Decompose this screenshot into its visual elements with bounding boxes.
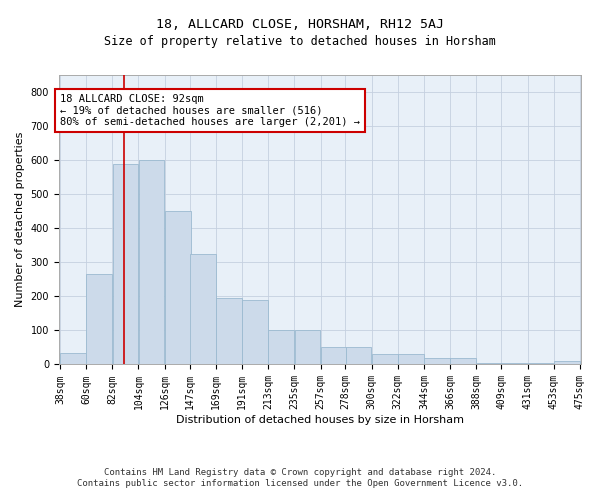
X-axis label: Distribution of detached houses by size in Horsham: Distribution of detached houses by size … bbox=[176, 415, 464, 425]
Bar bbox=[424, 358, 450, 364]
Bar bbox=[216, 298, 242, 364]
Bar bbox=[372, 354, 398, 364]
Bar bbox=[242, 300, 268, 364]
Bar bbox=[86, 274, 112, 364]
Bar bbox=[554, 361, 580, 364]
Bar bbox=[295, 330, 320, 364]
Bar bbox=[190, 254, 215, 364]
Bar bbox=[502, 363, 527, 364]
Bar bbox=[528, 363, 553, 364]
Bar bbox=[113, 164, 138, 364]
Bar bbox=[476, 363, 502, 364]
Bar bbox=[346, 348, 371, 364]
Bar bbox=[451, 358, 476, 364]
Y-axis label: Number of detached properties: Number of detached properties bbox=[15, 132, 25, 308]
Bar bbox=[398, 354, 424, 364]
Text: 18, ALLCARD CLOSE, HORSHAM, RH12 5AJ: 18, ALLCARD CLOSE, HORSHAM, RH12 5AJ bbox=[156, 18, 444, 30]
Bar bbox=[268, 330, 294, 364]
Bar bbox=[321, 348, 346, 364]
Text: 18 ALLCARD CLOSE: 92sqm
← 19% of detached houses are smaller (516)
80% of semi-d: 18 ALLCARD CLOSE: 92sqm ← 19% of detache… bbox=[60, 94, 360, 127]
Text: Contains HM Land Registry data © Crown copyright and database right 2024.
Contai: Contains HM Land Registry data © Crown c… bbox=[77, 468, 523, 487]
Text: Size of property relative to detached houses in Horsham: Size of property relative to detached ho… bbox=[104, 35, 496, 48]
Bar bbox=[165, 211, 191, 364]
Bar bbox=[139, 160, 164, 364]
Bar bbox=[60, 352, 86, 364]
